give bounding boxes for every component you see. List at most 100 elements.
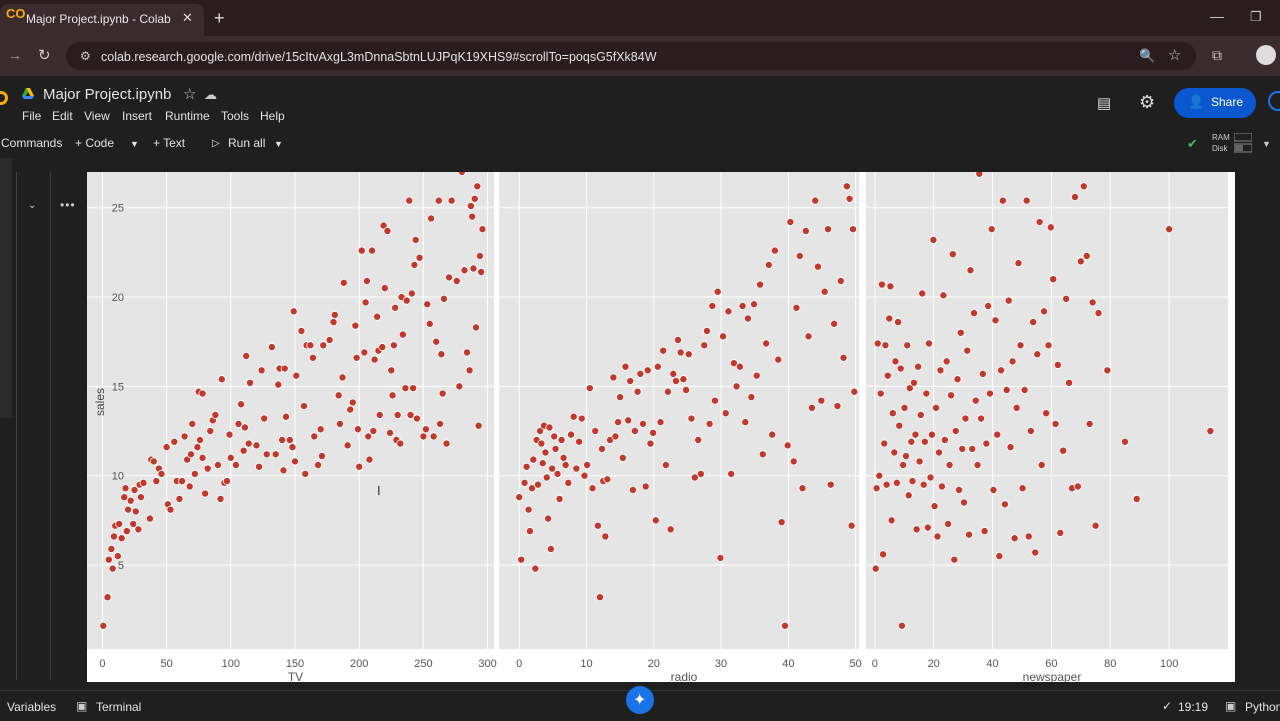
- data-point: [299, 402, 308, 411]
- data-point: [597, 444, 606, 453]
- data-point: [452, 276, 461, 285]
- execution-time[interactable]: 19:19: [1178, 700, 1209, 714]
- data-point: [274, 380, 283, 389]
- resources-dropdown-icon[interactable]: ▼: [1262, 139, 1271, 149]
- settings-gear-icon[interactable]: ⚙: [1139, 92, 1156, 112]
- zoom-icon[interactable]: 🔍: [1139, 48, 1156, 63]
- forward-icon[interactable]: →: [8, 47, 22, 63]
- colab-logo-icon[interactable]: [0, 91, 8, 105]
- data-point: [175, 494, 184, 503]
- run-all-button[interactable]: Run all: [228, 136, 266, 150]
- omnibox[interactable]: [66, 42, 1196, 70]
- data-point: [847, 521, 856, 530]
- execution-check-icon: ✓: [1162, 699, 1173, 713]
- menu-view[interactable]: View: [84, 109, 110, 123]
- notebook-title[interactable]: Major Project.ipynb: [43, 86, 172, 103]
- minimize-icon[interactable]: —: [1210, 8, 1224, 24]
- data-point: [455, 382, 464, 391]
- data-point: [225, 430, 234, 439]
- data-point: [262, 450, 271, 459]
- data-point: [1040, 307, 1049, 316]
- data-point: [401, 384, 410, 393]
- add-text-button[interactable]: + Text: [153, 136, 186, 150]
- data-point: [282, 412, 291, 421]
- new-tab-icon[interactable]: +: [214, 8, 225, 28]
- data-point: [280, 364, 289, 373]
- data-point: [1120, 437, 1129, 446]
- comment-icon[interactable]: ▤: [1097, 95, 1112, 112]
- cloud-saved-icon[interactable]: ☁: [204, 87, 217, 102]
- data-point: [423, 300, 432, 309]
- add-code-button[interactable]: + Code: [75, 136, 115, 150]
- data-point: [157, 469, 166, 478]
- data-point: [684, 350, 693, 359]
- data-point: [368, 246, 377, 255]
- data-point: [978, 369, 987, 378]
- x-tick-label: 100: [1160, 658, 1178, 670]
- data-point: [845, 194, 854, 203]
- data-point: [289, 307, 298, 316]
- data-point: [310, 432, 319, 441]
- drive-icon[interactable]: [21, 87, 35, 101]
- menu-edit[interactable]: Edit: [52, 109, 73, 123]
- data-point: [899, 460, 908, 469]
- data-point: [920, 437, 929, 446]
- menu-insert[interactable]: Insert: [122, 109, 153, 123]
- data-point: [279, 466, 288, 475]
- data-point: [735, 362, 744, 371]
- data-point: [566, 430, 575, 439]
- data-point: [537, 439, 546, 448]
- collapse-output-icon[interactable]: ⌄: [28, 200, 37, 211]
- avatar[interactable]: [1268, 91, 1280, 111]
- profile-avatar-icon[interactable]: [1256, 45, 1276, 65]
- ram-disk-label[interactable]: RAM Disk: [1212, 132, 1230, 154]
- data-point: [353, 425, 362, 434]
- data-point: [398, 330, 407, 339]
- resource-meter-icon[interactable]: [1234, 133, 1252, 153]
- data-point: [474, 421, 483, 430]
- data-point: [850, 387, 859, 396]
- data-point: [124, 505, 133, 514]
- commands-button[interactable]: Commands: [1, 136, 63, 150]
- site-info-icon[interactable]: ⚙: [80, 49, 91, 63]
- cell-more-icon[interactable]: •••: [60, 198, 76, 212]
- data-point: [190, 469, 199, 478]
- y-tick-label: 25: [112, 203, 124, 215]
- data-point: [561, 460, 570, 469]
- data-point: [1000, 500, 1009, 509]
- bookmark-star-icon[interactable]: ☆: [1168, 47, 1182, 64]
- reload-icon[interactable]: ↻: [38, 47, 51, 64]
- url-text[interactable]: colab.research.google.com/drive/15cItvAx…: [101, 50, 657, 64]
- menu-help[interactable]: Help: [260, 109, 285, 123]
- restore-icon[interactable]: ❐: [1250, 9, 1262, 24]
- data-point: [1033, 350, 1042, 359]
- data-point: [271, 450, 280, 459]
- data-point: [595, 593, 604, 602]
- data-point: [593, 521, 602, 530]
- run-all-dropdown-icon[interactable]: ▼: [274, 139, 283, 149]
- data-point: [139, 478, 148, 487]
- menu-runtime[interactable]: Runtime: [165, 109, 210, 123]
- data-point: [963, 346, 972, 355]
- star-notebook-icon[interactable]: ☆: [183, 86, 197, 103]
- menu-file[interactable]: File: [22, 109, 42, 123]
- browser-tab[interactable]: [0, 4, 204, 36]
- kernel-label[interactable]: Python: [1245, 700, 1280, 714]
- data-point: [690, 473, 699, 482]
- menu-tools[interactable]: Tools: [221, 109, 250, 123]
- data-point: [198, 453, 207, 462]
- data-point: [231, 460, 240, 469]
- gemini-button[interactable]: [626, 686, 654, 714]
- data-point: [437, 350, 446, 359]
- data-point: [1070, 193, 1079, 202]
- code-dropdown-icon[interactable]: ▼: [130, 139, 139, 149]
- scatter-pairplot: 0 50 100 150 200 250 300 TV 0 10 20 30 40 50 radio 0 20 4…: [87, 172, 1228, 682]
- data-point: [905, 384, 914, 393]
- data-point: [393, 410, 402, 419]
- tab-close-icon[interactable]: ✕: [182, 10, 193, 25]
- data-point: [569, 412, 578, 421]
- share-button[interactable]: [1174, 88, 1256, 118]
- variables-button[interactable]: Variables: [7, 700, 57, 714]
- extensions-icon[interactable]: ⧉: [1212, 47, 1222, 63]
- terminal-button[interactable]: Terminal: [96, 700, 142, 714]
